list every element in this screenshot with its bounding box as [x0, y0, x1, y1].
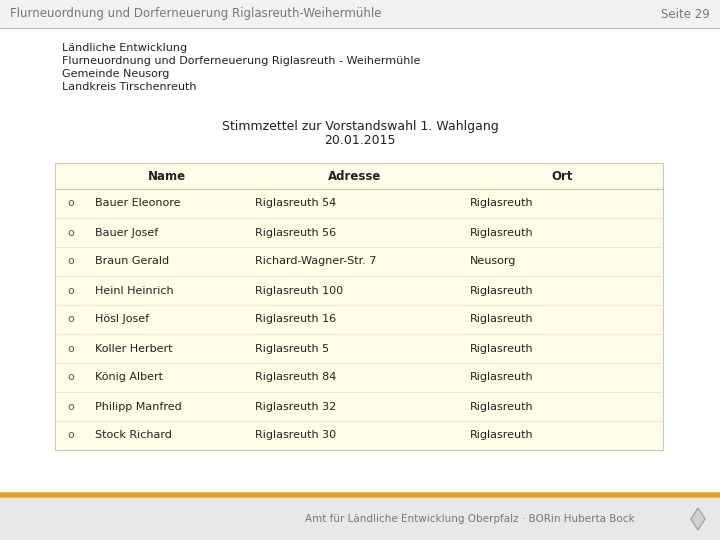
Polygon shape [691, 508, 705, 530]
Text: Riglasreuth 84: Riglasreuth 84 [255, 373, 336, 382]
Text: Stimmzettel zur Vorstandswahl 1. Wahlgang: Stimmzettel zur Vorstandswahl 1. Wahlgan… [222, 120, 498, 133]
Text: Riglasreuth 16: Riglasreuth 16 [255, 314, 336, 325]
Text: Gemeinde Neusorg: Gemeinde Neusorg [62, 69, 169, 79]
Bar [0, 498, 720, 540]
Text: Riglasreuth: Riglasreuth [470, 199, 534, 208]
Text: Neusorg: Neusorg [470, 256, 516, 267]
Text: o: o [68, 199, 74, 208]
Text: Flurneuordnung und Dorferneuerung Riglasreuth - Weihermühle: Flurneuordnung und Dorferneuerung Riglas… [62, 56, 420, 66]
Bar [0, 0, 720, 28]
Text: Stock Richard: Stock Richard [95, 430, 172, 441]
Text: Riglasreuth 5: Riglasreuth 5 [255, 343, 329, 354]
Text: Koller Herbert: Koller Herbert [95, 343, 173, 354]
Text: Riglasreuth 32: Riglasreuth 32 [255, 402, 336, 411]
Bar [55, 163, 663, 450]
Text: o: o [68, 343, 74, 354]
Text: Riglasreuth 30: Riglasreuth 30 [255, 430, 336, 441]
Text: Philipp Manfred: Philipp Manfred [95, 402, 181, 411]
Text: o: o [68, 314, 74, 325]
Text: Riglasreuth: Riglasreuth [470, 402, 534, 411]
Text: o: o [68, 286, 74, 295]
Text: Ort: Ort [552, 170, 573, 183]
Text: 20.01.2015: 20.01.2015 [324, 134, 396, 147]
Text: Bauer Josef: Bauer Josef [95, 227, 158, 238]
Text: Name: Name [148, 170, 186, 183]
Text: Riglasreuth: Riglasreuth [470, 314, 534, 325]
Text: o: o [68, 256, 74, 267]
Text: o: o [68, 430, 74, 441]
Text: Hösl Josef: Hösl Josef [95, 314, 149, 325]
Text: Riglasreuth: Riglasreuth [470, 430, 534, 441]
Text: o: o [68, 373, 74, 382]
Text: Landkreis Tirschenreuth: Landkreis Tirschenreuth [62, 82, 197, 92]
Text: Adresse: Adresse [328, 170, 381, 183]
Text: Flurneuordnung und Dorferneuerung Riglasreuth-Weihermühle: Flurneuordnung und Dorferneuerung Riglas… [10, 8, 382, 21]
Text: Bauer Eleonore: Bauer Eleonore [95, 199, 181, 208]
Text: o: o [68, 227, 74, 238]
Text: Riglasreuth 54: Riglasreuth 54 [255, 199, 336, 208]
Text: Seite 29: Seite 29 [661, 8, 710, 21]
Text: Riglasreuth: Riglasreuth [470, 373, 534, 382]
Text: Riglasreuth: Riglasreuth [470, 227, 534, 238]
Text: Riglasreuth: Riglasreuth [470, 343, 534, 354]
Text: Riglasreuth: Riglasreuth [470, 286, 534, 295]
Text: Riglasreuth 100: Riglasreuth 100 [255, 286, 343, 295]
Text: Richard-Wagner-Str. 7: Richard-Wagner-Str. 7 [255, 256, 377, 267]
Text: Heinl Heinrich: Heinl Heinrich [95, 286, 174, 295]
Text: Braun Gerald: Braun Gerald [95, 256, 169, 267]
Text: Ländliche Entwicklung: Ländliche Entwicklung [62, 43, 187, 53]
Text: König Albert: König Albert [95, 373, 163, 382]
Text: o: o [68, 402, 74, 411]
Text: Amt für Ländliche Entwicklung Oberpfalz · BORin Huberta Bock: Amt für Ländliche Entwicklung Oberpfalz … [305, 514, 635, 524]
Text: Riglasreuth 56: Riglasreuth 56 [255, 227, 336, 238]
